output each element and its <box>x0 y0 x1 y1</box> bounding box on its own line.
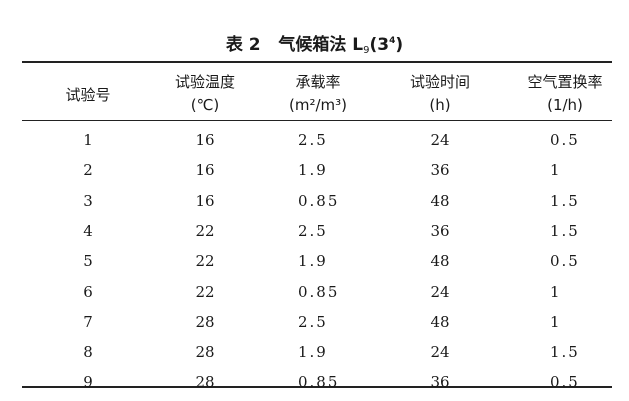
header-rule <box>22 120 612 121</box>
table-cell: 16 <box>195 161 215 180</box>
table-cell: 24 <box>430 282 450 301</box>
table-name: 气候箱法 L <box>278 35 364 55</box>
table-cell: 48 <box>430 252 450 271</box>
column-header: 承载率 <box>295 73 341 91</box>
table-cell: 0.5 <box>550 373 580 392</box>
table-cell: 2.5 <box>298 131 328 149</box>
title-paren: (3 <box>369 35 390 55</box>
table-title: 表 2 气候箱法 L9(34) <box>0 30 629 56</box>
column-header: 试验时间 <box>409 73 471 91</box>
table-cell: 1 <box>550 312 562 331</box>
table-cell: 1.5 <box>550 191 580 210</box>
table-cell: 1.9 <box>298 161 328 180</box>
table-cell: 22 <box>195 221 215 240</box>
table-cell: 1.5 <box>550 221 580 240</box>
column-unit: (1/h) <box>547 96 583 114</box>
subscript: 9 <box>363 45 370 56</box>
table-cell: 36 <box>430 221 450 240</box>
table-cell: 5 <box>83 252 93 271</box>
table-cell: 2 <box>83 161 93 180</box>
column-unit: (h) <box>429 96 451 114</box>
column-unit: (℃) <box>190 96 220 114</box>
table-cell: 1 <box>550 282 562 301</box>
superscript: 4 <box>389 36 396 46</box>
table-cell: 0.85 <box>298 282 340 301</box>
table-cell: 0.5 <box>550 252 580 271</box>
table-cell: 24 <box>430 131 450 149</box>
table-cell: 16 <box>195 131 215 149</box>
table-cell: 2.5 <box>298 312 328 331</box>
table-cell: 1.9 <box>298 343 328 362</box>
table-cell: 1.9 <box>298 252 328 271</box>
table-cell: 0.5 <box>550 131 580 149</box>
table-cell: 3 <box>83 191 93 210</box>
table-cell: 1.5 <box>550 343 580 362</box>
table-cell: 48 <box>430 312 450 331</box>
top-rule <box>22 61 612 63</box>
column-header: 试验号 <box>65 86 111 104</box>
title-paren-close: ) <box>395 35 404 55</box>
column-unit: (m²/m³) <box>288 96 348 114</box>
table-cell: 6 <box>83 282 93 301</box>
table-cell: 28 <box>195 373 215 392</box>
table-number: 表 2 <box>225 35 261 55</box>
table-cell: 1 <box>83 131 93 149</box>
table-cell: 28 <box>195 312 215 331</box>
table-cell: 2.5 <box>298 221 328 240</box>
table-cell: 22 <box>195 252 215 271</box>
column-header: 空气置换率 <box>527 73 603 91</box>
table-cell: 36 <box>430 373 450 392</box>
table-cell: 36 <box>430 161 450 180</box>
table-cell: 16 <box>195 191 215 210</box>
table-cell: 0.85 <box>298 191 340 210</box>
table-cell: 8 <box>83 343 93 362</box>
bottom-rule <box>22 386 612 388</box>
table-cell: 9 <box>83 373 93 392</box>
table-cell: 24 <box>430 343 450 362</box>
table-cell: 22 <box>195 282 215 301</box>
table-cell: 7 <box>83 312 93 331</box>
table-cell: 48 <box>430 191 450 210</box>
table-cell: 28 <box>195 343 215 362</box>
table-cell: 1 <box>550 161 562 180</box>
column-header: 试验温度 <box>174 73 236 91</box>
table-cell: 0.85 <box>298 373 340 392</box>
table-cell: 4 <box>83 221 93 240</box>
